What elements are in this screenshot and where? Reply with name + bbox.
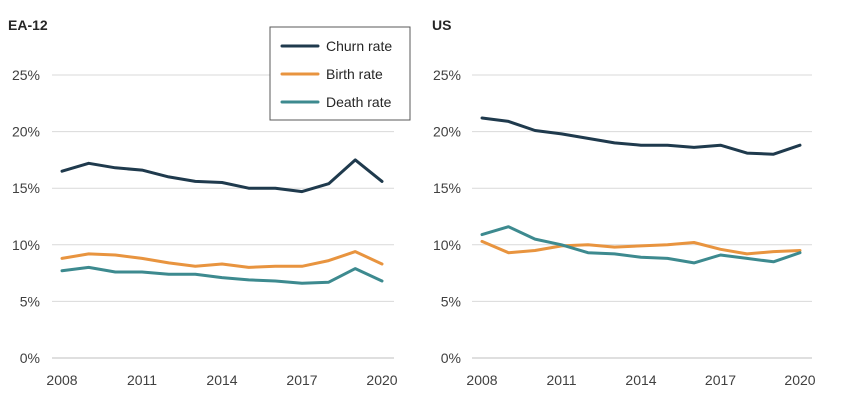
series-lines-us (480, 116, 802, 265)
panel-us: US 0% 5% 10% 15% 20% 25% 2008 2011 2014 2017 2020 (432, 17, 816, 388)
y-tick-label-us-20: 20% (433, 124, 461, 140)
y-tick-labels-us: 0% 5% 10% 15% 20% 25% (433, 67, 461, 366)
series-lines-ea12 (60, 158, 384, 285)
panel-title-ea12: EA-12 (8, 17, 48, 33)
y-tick-label-ea12-15: 15% (12, 180, 40, 196)
panel-ea12: EA-12 0%5%10%15%20%25% 2008 2011 2014 2017 2… (8, 17, 398, 388)
legend: Churn rate Birth rate Death rate (269, 26, 411, 121)
legend-label-churn-rate: Churn rate (326, 38, 392, 54)
legend-items: Churn rate Birth rate Death rate (280, 38, 392, 110)
x-tick-labels-us: 2008 2011 2014 2017 2020 (466, 372, 815, 388)
x-tick-label-ea12-2014: 2014 (206, 372, 237, 388)
x-tick-label-ea12-2020: 2020 (366, 372, 397, 388)
y-tick-label-ea12-5: 5% (20, 293, 40, 309)
y-tick-label-ea12-20: 20% (12, 124, 40, 140)
y-tick-label-us-25: 25% (433, 67, 461, 83)
series-line-us-churn-rate (480, 116, 802, 156)
x-tick-label-us-2017: 2017 (705, 372, 736, 388)
series-line-us-birth-rate (480, 239, 802, 256)
series-line-ea12-death-rate (60, 265, 384, 285)
y-tick-label-ea12-0: 0% (20, 350, 40, 366)
series-line-us-death-rate (480, 225, 802, 265)
y-tick-label-ea12-10: 10% (12, 237, 40, 253)
x-tick-label-us-2020: 2020 (784, 372, 815, 388)
x-tick-label-us-2008: 2008 (466, 372, 497, 388)
x-tick-labels-ea12: 2008 2011 2014 2017 2020 (46, 372, 397, 388)
x-tick-label-ea12-2017: 2017 (286, 372, 317, 388)
y-tick-label-us-10: 10% (433, 237, 461, 253)
series-line-ea12-birth-rate (60, 250, 384, 269)
y-tick-label-us-15: 15% (433, 180, 461, 196)
legend-label-birth-rate: Birth rate (326, 66, 383, 82)
panel-title-us: US (432, 17, 451, 33)
x-tick-label-ea12-2011: 2011 (127, 372, 157, 388)
series-line-ea12-churn-rate (60, 158, 384, 194)
legend-label-death-rate: Death rate (326, 94, 392, 110)
gridlines-ea12 (52, 74, 394, 359)
x-tick-label-us-2011: 2011 (546, 372, 576, 388)
y-tick-labels-ea12: 0% 5% 10% 15% 20% 25% (12, 67, 40, 366)
x-tick-label-us-2014: 2014 (625, 372, 656, 388)
y-tick-label-ea12-25: 25% (12, 67, 40, 83)
y-tick-label-us-5: 5% (441, 293, 461, 309)
gridlines-us (472, 74, 812, 359)
y-tick-label-us-0: 0% (441, 350, 461, 366)
x-tick-label-ea12-2008: 2008 (46, 372, 77, 388)
